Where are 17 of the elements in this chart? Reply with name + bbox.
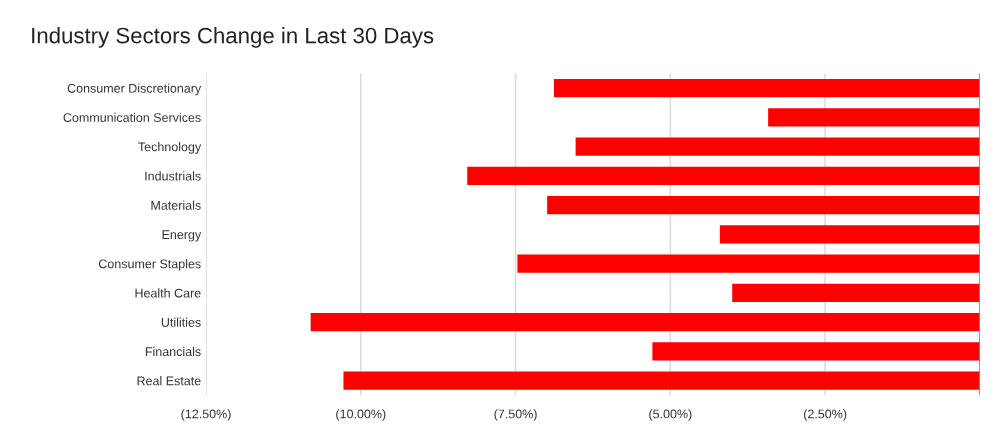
- x-tick-label: (12.50%): [181, 409, 231, 421]
- y-tick-label: Consumer Staples: [98, 259, 201, 271]
- y-tick-label: Materials: [151, 200, 201, 210]
- x-tick-label: (10.00%): [336, 409, 386, 421]
- y-tick-label: Utilities: [161, 317, 201, 327]
- y-tick-label: Communication Services: [63, 112, 201, 122]
- chart-title: Industry Sectors Change in Last 30 Days: [32, 27, 434, 48]
- x-tick-label: (7.50%): [494, 409, 537, 421]
- x-tick-label: (5.00%): [649, 409, 692, 421]
- y-tick-label: Consumer Discretionary: [67, 83, 202, 96]
- y-tick-label: Health Care: [135, 288, 201, 298]
- y-tick-label: Real Estate: [137, 376, 201, 386]
- y-tick-label: Technology: [138, 142, 202, 154]
- y-tick-label: Financials: [145, 346, 201, 357]
- x-tick-label: (2.50%): [804, 409, 847, 421]
- y-tick-label: Energy: [162, 230, 202, 242]
- y-tick-label: Industrials: [145, 171, 201, 181]
